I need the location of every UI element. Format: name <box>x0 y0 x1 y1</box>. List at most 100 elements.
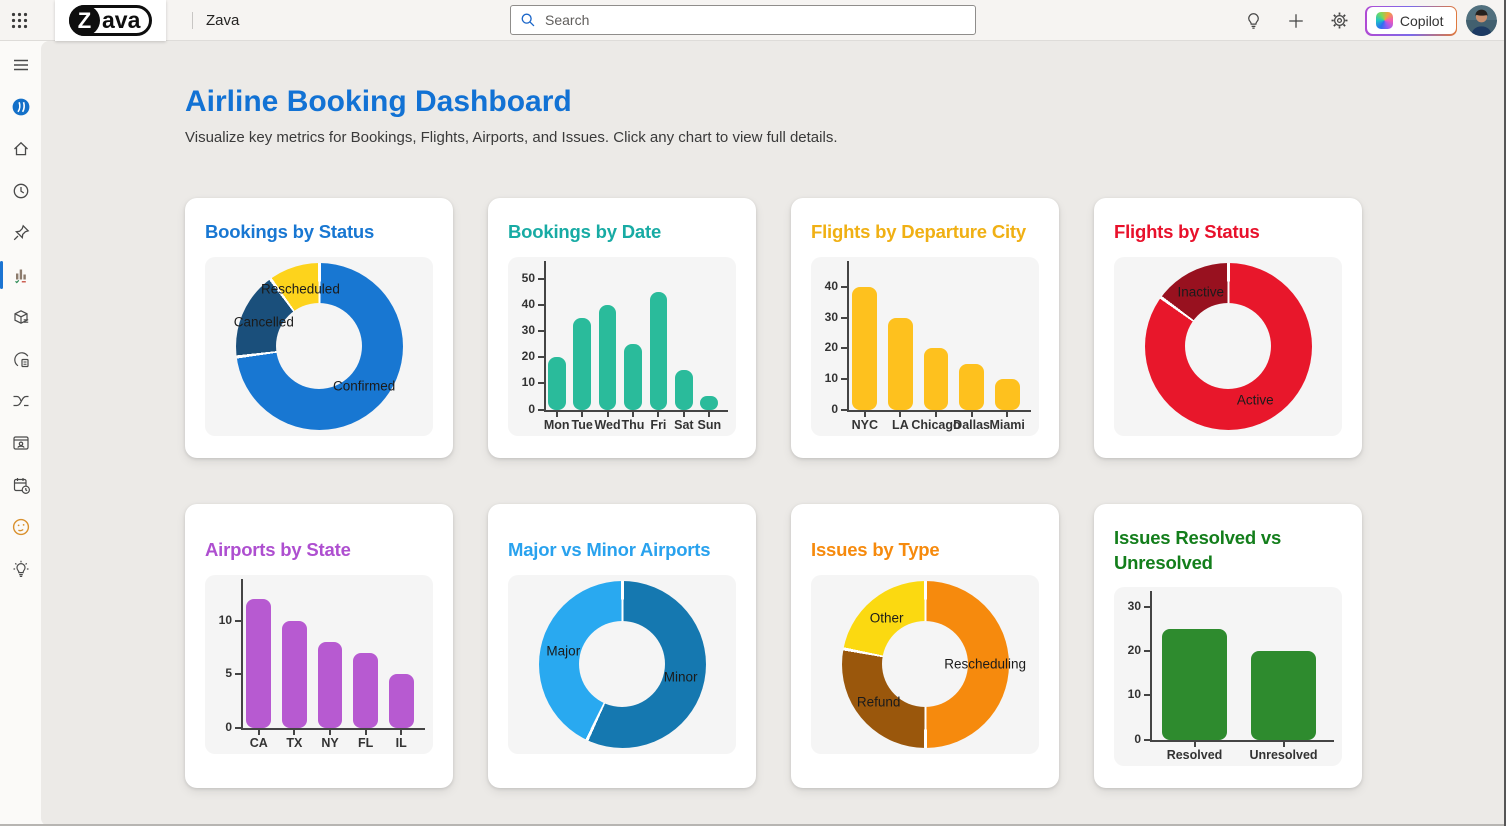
sidebar-item-feedback[interactable] <box>0 506 41 548</box>
slice-label-inactive: Inactive <box>1177 284 1224 300</box>
y-tick-label: 20 <box>824 340 838 355</box>
routes-icon <box>13 395 28 407</box>
sidebar-item-app-disc[interactable] <box>0 86 41 128</box>
y-axis <box>1150 590 1152 740</box>
issues-resolved-vs-unresolved-bar-chart: 0 10 20 30 Resolved Unresolved <box>1114 586 1342 766</box>
x-tick-label-miami: Miami <box>989 417 1025 432</box>
y-tick-mark <box>841 377 847 380</box>
y-tick-mark <box>538 408 544 411</box>
schedule-calendar-icon <box>13 478 30 495</box>
y-tick-mark <box>235 673 241 676</box>
slice-label-cancelled: Cancelled <box>233 314 294 330</box>
x-tick-mark <box>708 411 711 417</box>
user-avatar[interactable] <box>1466 5 1497 36</box>
chart-card-flights-by-departure-city[interactable]: Flights by Departure City 0 10 20 30 40 NYC LA… <box>791 198 1059 458</box>
y-axis <box>544 260 546 410</box>
y-axis <box>847 260 849 410</box>
card-title: Issues Resolved vs Unresolved <box>1114 527 1282 573</box>
card-title: Issues by Type <box>811 539 940 561</box>
x-tick-label-sat: Sat <box>674 417 694 432</box>
app-disc-icon <box>12 98 29 116</box>
main-content: Airline Booking Dashboard Visualize key … <box>41 41 1506 826</box>
y-tick-mark <box>1144 694 1150 697</box>
gear-icon[interactable] <box>1329 11 1349 31</box>
sidebar-item-pinned[interactable] <box>0 212 41 254</box>
y-tick-label: 5 <box>225 666 232 681</box>
sidebar-item-ideas[interactable] <box>0 548 41 590</box>
x-tick-mark <box>581 411 584 417</box>
bar-tx <box>281 620 307 728</box>
x-tick-mark <box>863 411 866 417</box>
zava-logo-text: ava <box>102 7 141 33</box>
copilot-button[interactable]: Copilot <box>1365 5 1457 36</box>
y-tick-label: 50 <box>521 270 535 285</box>
chart-card-major-vs-minor-airports[interactable]: Major vs Minor Airports Minor Major <box>488 504 756 788</box>
app-launcher-waffle-icon[interactable] <box>11 12 28 34</box>
y-tick-label: 40 <box>824 278 838 293</box>
major-vs-minor-airports-donut-chart: Minor Major <box>508 574 736 754</box>
y-tick-mark <box>538 382 544 385</box>
topbar-right-cluster: Copilot <box>1220 0 1497 41</box>
bar-tue <box>573 318 592 410</box>
search-input[interactable] <box>543 11 966 29</box>
slice-label-minor: Minor <box>663 669 698 685</box>
copilot-icon <box>1375 12 1393 29</box>
bar-miami <box>994 378 1020 410</box>
x-tick-label-nyc: NYC <box>851 417 878 432</box>
chart-card-airports-by-state[interactable]: Airports by State 0 5 10 CA TX NY FL IL <box>185 504 453 788</box>
x-tick-mark <box>329 729 331 735</box>
slice-label-major: Major <box>546 643 581 659</box>
slice-label-rescheduling: Rescheduling <box>944 656 1027 672</box>
bar-il <box>388 674 414 728</box>
sidebar-item-monitoring[interactable] <box>0 338 41 380</box>
app-name: Zava <box>206 12 240 29</box>
y-tick-label: 0 <box>528 401 535 416</box>
sidebar-item-dashboard[interactable] <box>0 254 41 296</box>
lightbulb-icon[interactable] <box>1243 11 1263 31</box>
y-tick-mark <box>841 285 847 288</box>
card-title: Bookings by Date <box>508 221 662 243</box>
zava-logo[interactable]: Z ava <box>55 0 167 41</box>
x-tick-label-mon: Mon <box>543 417 570 432</box>
x-tick-label-tue: Tue <box>571 417 593 432</box>
x-tick-label-resolved: Resolved <box>1166 747 1223 762</box>
card-title: Flights by Departure City <box>811 221 1026 243</box>
slice-label-confirmed: Confirmed <box>332 378 396 394</box>
plus-icon[interactable] <box>1286 11 1306 31</box>
sidebar-item-deployment[interactable] <box>0 296 41 338</box>
slice-label-other: Other <box>869 610 904 626</box>
x-tick-mark <box>555 411 558 417</box>
sidebar-item-schedule[interactable] <box>0 464 41 506</box>
x-axis <box>1150 739 1334 742</box>
y-tick-mark <box>235 726 241 729</box>
y-tick-mark <box>538 330 544 333</box>
x-tick-label-fri: Fri <box>650 417 667 432</box>
x-tick-label-ca: CA <box>249 735 268 750</box>
window-right-edge <box>1504 0 1506 826</box>
sidebar-item-routes[interactable] <box>0 380 41 422</box>
bar-ny <box>317 642 343 728</box>
y-tick-label: 30 <box>1127 599 1141 614</box>
y-tick-mark <box>538 304 544 307</box>
x-tick-label-thu: Thu <box>621 417 645 432</box>
x-tick-mark <box>632 411 634 417</box>
sidebar-item-apps[interactable] <box>0 422 41 464</box>
search-icon <box>521 13 535 27</box>
bar-unresolved <box>1251 651 1316 740</box>
bar-nyc <box>852 286 878 410</box>
page-title: Airline Booking Dashboard <box>185 85 572 118</box>
x-tick-mark <box>899 411 902 417</box>
slice-label-active: Active <box>1236 392 1274 408</box>
y-tick-mark <box>1144 738 1150 741</box>
chart-card-bookings-by-date[interactable]: Bookings by Date 0 10 20 30 40 50 Mon Tue Wed Thu… <box>488 198 756 458</box>
y-tick-mark <box>841 408 847 411</box>
chart-card-issues-resolved-vs-unresolved[interactable]: Issues Resolved vs Unresolved 0 10 20 30 Res… <box>1094 504 1362 788</box>
sidebar-item-recent[interactable] <box>0 170 41 212</box>
chart-card-issues-by-type[interactable]: Issues by Type Rescheduling Refund Other <box>791 504 1059 788</box>
chart-card-bookings-by-status[interactable]: Bookings by Status Confirmed Cancelled Res… <box>185 198 453 458</box>
home-icon <box>13 141 28 156</box>
search-box <box>510 5 976 35</box>
sidebar-item-home[interactable] <box>0 128 41 170</box>
sidebar-item-menu[interactable] <box>0 44 41 86</box>
chart-card-flights-by-status[interactable]: Flights by Status Active Inactive <box>1094 198 1362 458</box>
